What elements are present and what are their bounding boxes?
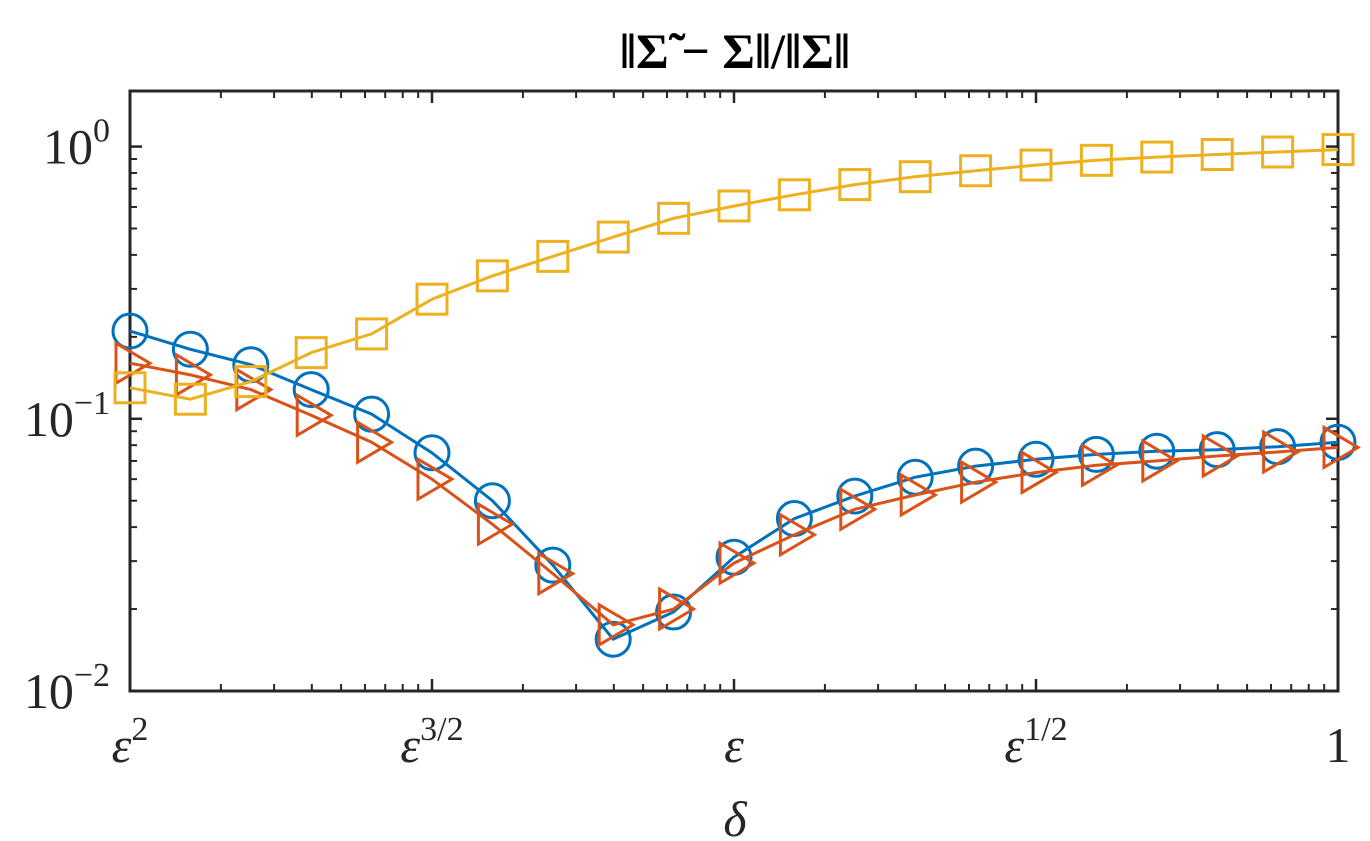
data-point-triangle xyxy=(537,550,576,597)
data-point-square xyxy=(1019,148,1053,182)
series-triangle-right xyxy=(114,340,1361,648)
data-point-circle xyxy=(111,312,149,350)
data-point-triangle xyxy=(1201,433,1241,479)
data-point-triangle xyxy=(416,456,455,502)
data-point-circle xyxy=(1138,432,1176,470)
chart-title: ‖Σ̃ − Σ‖/‖Σ‖ xyxy=(620,23,850,79)
data-point-square xyxy=(717,189,751,223)
y-tick-label: 10−1 xyxy=(24,385,110,447)
data-point-square xyxy=(596,220,630,254)
data-point-triangle xyxy=(839,486,878,532)
x-tick-label: ε2 xyxy=(112,711,149,773)
data-point-square xyxy=(536,239,570,273)
data-point-square xyxy=(355,317,389,351)
data-point-circle xyxy=(292,371,330,409)
data-point-square xyxy=(1261,135,1295,169)
data-point-circle xyxy=(473,482,511,520)
x-tick-label: ε1/2 xyxy=(1004,711,1067,773)
data-point-circle xyxy=(413,434,451,472)
data-point-square xyxy=(113,371,147,405)
data-point-square xyxy=(1079,143,1113,177)
data-point-triangle xyxy=(899,472,939,518)
data-point-circle xyxy=(1017,440,1055,478)
data-point-square xyxy=(898,160,932,194)
data-point-square xyxy=(1140,140,1174,174)
y-tick-label: 100 xyxy=(43,113,110,175)
series-line xyxy=(129,329,1339,642)
y-tick-label: 10−2 xyxy=(24,657,110,719)
data-point-square xyxy=(234,365,268,399)
data-point-triangle xyxy=(476,501,516,547)
data-point-triangle xyxy=(1020,449,1059,496)
data-point-square xyxy=(838,168,872,202)
data-point-triangle xyxy=(597,602,637,648)
data-point-triangle xyxy=(1322,424,1361,471)
data-point-square xyxy=(777,178,811,212)
data-point-square xyxy=(657,201,691,235)
data-point-triangle xyxy=(658,586,697,632)
data-point-circle xyxy=(836,477,874,515)
data-point-square xyxy=(294,336,328,370)
data-point-square xyxy=(173,382,207,416)
data-point-triangle xyxy=(1141,438,1180,484)
data-point-triangle xyxy=(356,419,395,465)
x-axis-label: δ xyxy=(723,791,747,841)
data-point-triangle xyxy=(1262,429,1301,475)
data-point-square xyxy=(1321,133,1355,167)
data-point-circle xyxy=(594,620,632,658)
data-point-triangle xyxy=(960,459,999,505)
data-point-square xyxy=(475,259,509,293)
series-line xyxy=(129,148,1339,401)
series-square xyxy=(113,133,1355,416)
data-point-triangle xyxy=(718,540,757,586)
data-point-circle xyxy=(1077,435,1115,473)
data-point-triangle xyxy=(295,392,335,438)
data-point-circle xyxy=(534,546,572,584)
data-point-circle xyxy=(171,330,209,368)
axis-ticks: 100 10−1 10−2ε2 ε3/2 ε ε1/2 1 xyxy=(24,91,1351,773)
series-group xyxy=(111,133,1361,658)
data-point-square xyxy=(1200,138,1234,172)
data-point-triangle xyxy=(778,512,818,558)
data-point-square xyxy=(415,282,449,316)
x-tick-label: ε xyxy=(724,717,744,773)
x-tick-label: 1 xyxy=(1326,717,1351,773)
x-tick-label: ε3/2 xyxy=(400,711,463,773)
series-circle xyxy=(111,312,1357,658)
series-line xyxy=(129,361,1339,627)
data-point-triangle xyxy=(1080,442,1120,488)
data-point-square xyxy=(959,154,993,188)
